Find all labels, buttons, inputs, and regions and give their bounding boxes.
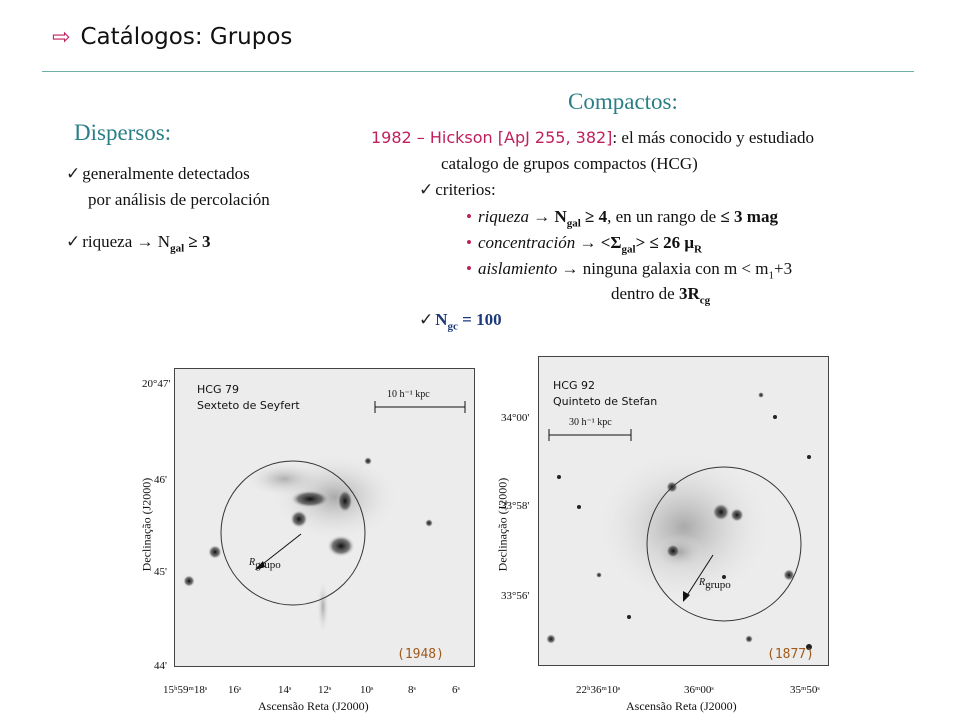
hcg79-ytick-3: 44' [154,660,167,672]
hcg92-xaxis-label: Ascensão Reta (J2000) [626,699,737,713]
hcg92-xtick-2: 35ᵐ50ˢ [790,684,820,696]
compactos-heading: Compactos: [568,89,678,114]
hcg79-xtick-4: 10ˢ [360,684,374,696]
title-divider [42,71,914,72]
hcg79-galaxies [183,401,466,635]
hcg79-scale: 10 h⁻¹ kpc [387,389,430,400]
hcg92-scale: 30 h⁻¹ kpc [569,417,612,428]
criterion-riqueza: • riqueza → Ngal ≥ 4, en un rango de ≤ 3 … [466,207,778,230]
hcg79-xtick-0: 15ʰ59ᵐ18ˢ [163,684,208,696]
hcg79-ytick-0: 20°47' [142,378,171,390]
criterion-concentracion: • concentración → <Σgal> ≤ 26 μR [466,233,702,256]
hcg79-xtick-5: 8ˢ [408,684,416,696]
hcg92-ytick-0: 34°00' [501,412,530,424]
hcg79-yaxis-label: Declinação (J2000) [139,477,154,572]
hcg92-ytick-1: 33°58' [501,500,530,512]
arrow-right-icon: ⇨ [52,25,71,50]
hcg-description: catalogo de grupos compactos (HCG) [441,154,698,173]
hcg92-xtick-0: 22ʰ36ᵐ10ˢ [576,684,621,696]
hickson-reference: 1982 – Hickson [ApJ 255, 382]: el más co… [371,128,815,147]
hcg92-yaxis-label: Declinação (J2000) [495,477,510,572]
hcg79-xtick-3: 12ˢ [318,684,332,696]
hcg79-xtick-2: 14ˢ [278,684,292,696]
checkmark-icon: ✓ [66,164,81,184]
hcg79-image: HCG 79 Sexteto de Seyfert 10 h⁻¹ kpc Rgr… [174,368,475,667]
dispersos-item-1: ✓ generalmente detectados [66,164,250,184]
dispersos-heading: Dispersos: [74,120,172,145]
checkmark-icon: ✓ [419,310,434,330]
page-title: ⇨ Catálogos: Grupos [52,24,293,50]
hcg79-sublabel: Sexteto de Seyfert [197,399,300,412]
dispersos-item-2: ✓ riqueza → Ngal ≥ 3 [66,232,211,255]
hcg92-image: HCG 92 Quinteto de Stefan 30 h⁻¹ kpc Rgr… [538,356,829,666]
hcg92-ytick-2: 33°56' [501,590,530,602]
hcg79-year: (1948) [397,647,444,662]
hcg79-rgrupo: Rgrupo [249,557,281,571]
hcg79-xtick-1: 16ˢ [228,684,242,696]
checkmark-icon: ✓ [66,232,81,252]
hcg79-xtick-6: 6ˢ [452,684,460,696]
hcg79-xaxis-label: Ascensão Reta (J2000) [258,699,369,713]
hcg92-year: (1877) [767,647,814,662]
hcg92-xtick-1: 36ᵐ00ˢ [684,684,714,696]
hcg92-sublabel: Quinteto de Stefan [553,395,658,408]
hcg79-ytick-2: 45' [154,566,167,578]
hcg92-galaxies [546,392,812,650]
checkmark-icon: ✓ [419,180,434,200]
criterion-aislamiento-cont: dentro de 3Rcg [611,284,711,307]
hcg79-ytick-1: 46' [154,474,167,486]
criterion-aislamiento: • aislamiento → ninguna galaxia con m < m… [466,259,793,282]
dispersos-item-1-cont: por análisis de percolación [88,190,270,209]
criterios-label: ✓ criterios: [419,180,496,200]
ngc-count: ✓ Ngc = 100 [419,310,502,333]
hcg92-label: HCG 92 [553,379,595,392]
hcg79-label: HCG 79 [197,383,239,396]
hcg92-rgrupo: Rgrupo [699,577,731,591]
